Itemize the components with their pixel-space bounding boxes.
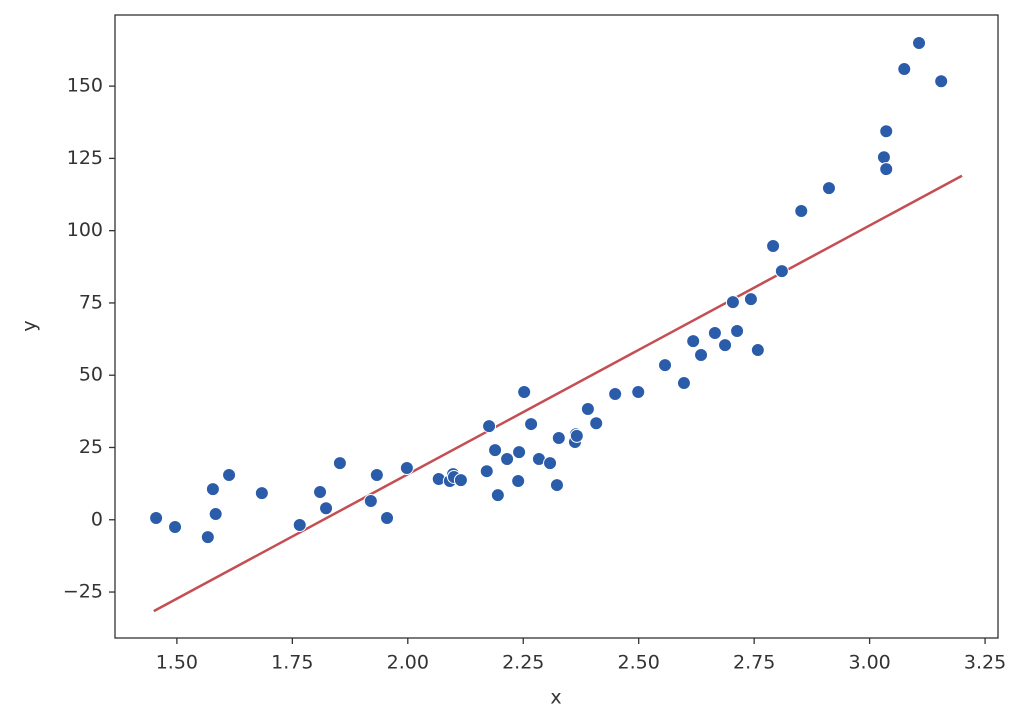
point: [794, 204, 809, 219]
point: [500, 452, 515, 467]
point: [313, 485, 328, 500]
point: [694, 347, 709, 362]
point: [208, 506, 223, 521]
x-tick-label: 2.25: [502, 652, 544, 674]
plot-frame: [114, 14, 999, 639]
point: [549, 478, 564, 493]
point: [934, 74, 949, 89]
point: [569, 428, 584, 443]
point: [380, 511, 395, 526]
x-tick-label: 3.00: [848, 652, 890, 674]
point: [774, 264, 789, 279]
point: [876, 150, 891, 165]
point: [686, 334, 701, 349]
y-tick-label: 25: [79, 436, 103, 458]
point: [725, 295, 740, 310]
point: [750, 343, 765, 358]
x-tick-label: 2.50: [618, 652, 660, 674]
point: [369, 467, 384, 482]
point: [399, 461, 414, 476]
point: [222, 467, 237, 482]
point: [205, 482, 220, 497]
point: [363, 493, 378, 508]
point: [511, 474, 526, 489]
x-tick-label: 1.75: [271, 652, 313, 674]
point: [517, 384, 532, 399]
y-axis-label: y: [19, 320, 41, 331]
point: [730, 323, 745, 338]
point: [821, 181, 836, 196]
point: [580, 402, 595, 417]
point: [319, 501, 334, 516]
point: [488, 443, 503, 458]
point: [254, 486, 269, 501]
point: [543, 456, 558, 471]
fit-line: [153, 174, 963, 613]
point: [707, 326, 722, 341]
point: [658, 358, 673, 373]
point: [631, 384, 646, 399]
point: [718, 338, 733, 353]
point: [766, 238, 781, 253]
point: [512, 445, 527, 460]
point: [524, 417, 539, 432]
point: [551, 430, 566, 445]
y-tick-label: 0: [91, 508, 103, 530]
y-tick-label: 100: [67, 219, 103, 241]
point: [676, 376, 691, 391]
x-tick-label: 2.75: [733, 652, 775, 674]
point: [292, 517, 307, 532]
point: [332, 456, 347, 471]
x-tick-label: 1.50: [156, 652, 198, 674]
y-tick-label: −25: [63, 581, 103, 603]
y-tick-label: 125: [67, 147, 103, 169]
point: [897, 62, 912, 77]
point: [482, 419, 497, 434]
point: [743, 292, 758, 307]
point: [200, 530, 215, 545]
point: [479, 464, 494, 479]
x-axis-label: x: [550, 687, 561, 709]
point: [879, 124, 894, 139]
y-tick-label: 75: [79, 291, 103, 313]
point: [149, 511, 164, 526]
point: [453, 473, 468, 488]
point: [589, 416, 604, 431]
point: [608, 387, 623, 402]
point: [490, 488, 505, 503]
point: [912, 36, 927, 51]
x-tick-label: 2.00: [387, 652, 429, 674]
point: [879, 162, 894, 177]
x-tick-label: 3.25: [964, 652, 1006, 674]
y-tick-label: 50: [79, 364, 103, 386]
point: [168, 519, 183, 534]
y-tick-label: 150: [67, 75, 103, 97]
